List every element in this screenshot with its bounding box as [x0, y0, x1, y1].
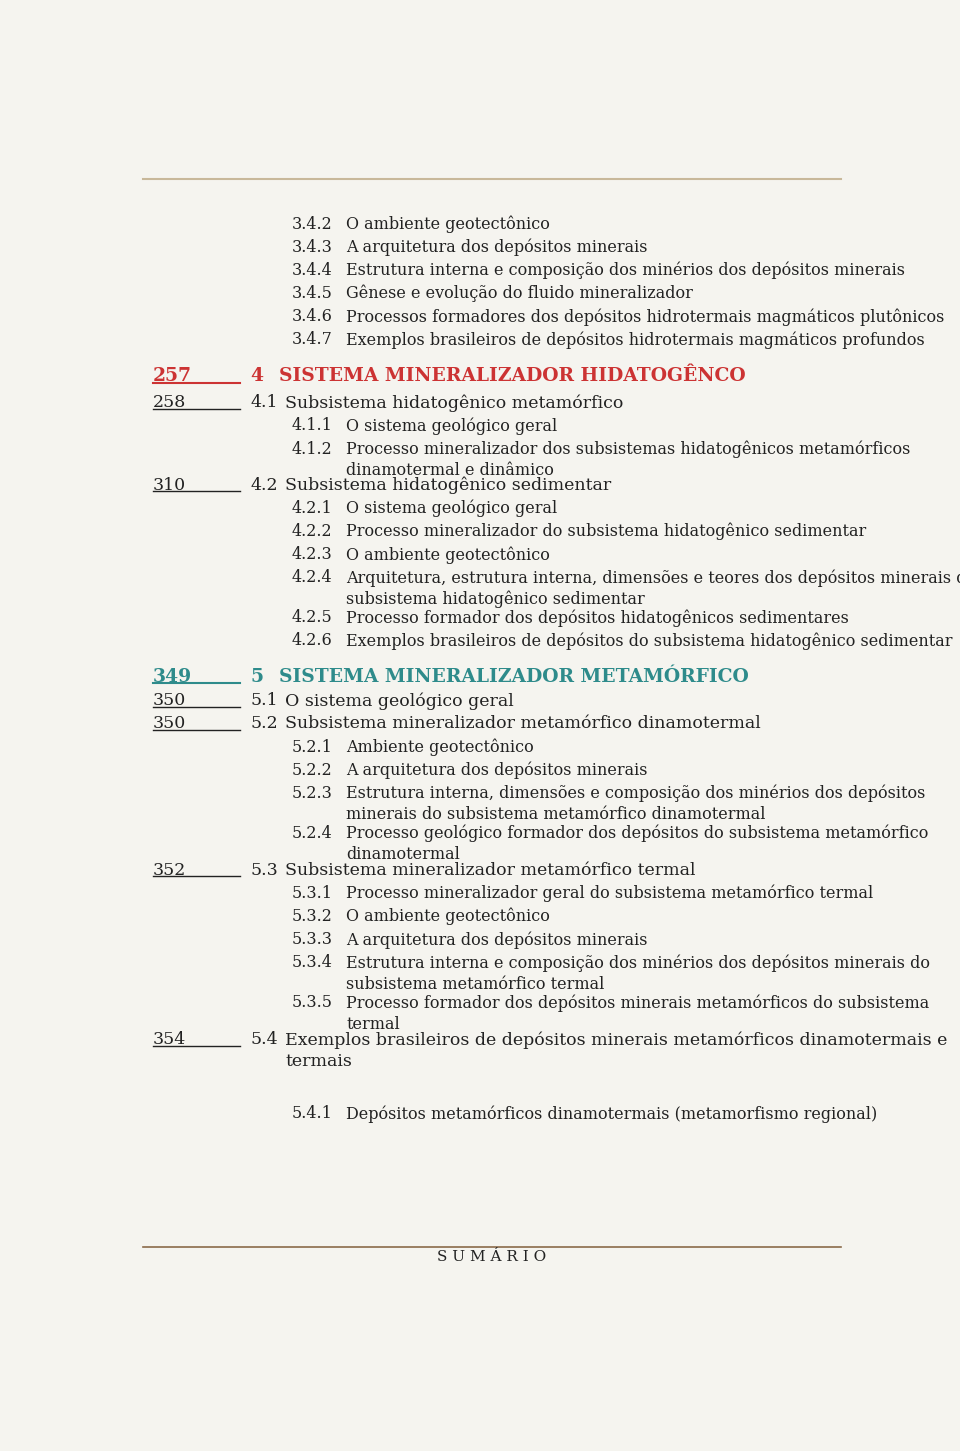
Text: 5.2: 5.2	[251, 715, 278, 733]
Text: 5.3.3: 5.3.3	[292, 932, 333, 948]
Text: 5.3: 5.3	[251, 862, 278, 879]
Text: 4.1.1: 4.1.1	[292, 418, 333, 434]
Text: Processo mineralizador dos subsistemas hidatogênicos metamórficos: Processo mineralizador dos subsistemas h…	[347, 441, 911, 459]
Text: 5.4: 5.4	[251, 1032, 277, 1048]
Text: A arquitetura dos depósitos minerais: A arquitetura dos depósitos minerais	[347, 762, 648, 779]
Text: 5.2.1: 5.2.1	[292, 739, 333, 756]
Text: Estrutura interna e composição dos minérios dos depósitos minerais do: Estrutura interna e composição dos minér…	[347, 955, 930, 972]
Text: S U M Á R I O: S U M Á R I O	[438, 1251, 546, 1264]
Text: Subsistema mineralizador metamórfico dinamotermal: Subsistema mineralizador metamórfico din…	[285, 715, 761, 733]
Text: 258: 258	[153, 395, 186, 411]
Text: O sistema geológico geral: O sistema geológico geral	[285, 692, 514, 710]
Text: Estrutura interna, dimensões e composição dos minérios dos depósitos: Estrutura interna, dimensões e composiçã…	[347, 785, 925, 802]
Text: Exemplos brasileiros de depósitos hidrotermais magmáticos profundos: Exemplos brasileiros de depósitos hidrot…	[347, 331, 925, 348]
Text: 4.2.3: 4.2.3	[292, 546, 333, 563]
Text: A arquitetura dos depósitos minerais: A arquitetura dos depósitos minerais	[347, 932, 648, 949]
Text: 4: 4	[251, 367, 263, 386]
Text: Ambiente geotectônico: Ambiente geotectônico	[347, 739, 534, 756]
Text: 4.1.2: 4.1.2	[292, 441, 333, 457]
Text: 3.4.2: 3.4.2	[292, 216, 333, 232]
Text: 3.4.5: 3.4.5	[292, 284, 333, 302]
Text: Processo formador dos depósitos minerais metamórficos do subsistema: Processo formador dos depósitos minerais…	[347, 994, 929, 1011]
Text: 350: 350	[153, 692, 186, 710]
Text: 349: 349	[153, 667, 192, 686]
Text: 350: 350	[153, 715, 186, 733]
Text: Depósitos metamórficos dinamotermais (metamorfismo regional): Depósitos metamórficos dinamotermais (me…	[347, 1106, 877, 1123]
Text: 310: 310	[153, 477, 185, 493]
Text: 3.4.4: 3.4.4	[292, 261, 333, 279]
Text: Arquitetura, estrutura interna, dimensões e teores dos depósitos minerais do: Arquitetura, estrutura interna, dimensõe…	[347, 569, 960, 586]
Text: 4.2.2: 4.2.2	[292, 522, 333, 540]
Text: Subsistema mineralizador metamórfico termal: Subsistema mineralizador metamórfico ter…	[285, 862, 696, 879]
Text: 257: 257	[153, 367, 192, 386]
Text: 4.2.4: 4.2.4	[292, 569, 333, 586]
Text: dinamotermal e dinâmico: dinamotermal e dinâmico	[347, 461, 554, 479]
Text: O ambiente geotectônico: O ambiente geotectônico	[347, 908, 550, 926]
Text: 5.1: 5.1	[251, 692, 277, 710]
Text: 5.3.1: 5.3.1	[292, 885, 333, 903]
Text: 3.4.3: 3.4.3	[292, 239, 333, 255]
Text: 354: 354	[153, 1032, 186, 1048]
Text: 5.2.4: 5.2.4	[292, 824, 333, 842]
Text: Processo mineralizador do subsistema hidatogênico sedimentar: Processo mineralizador do subsistema hid…	[347, 522, 867, 540]
Text: minerais do subsistema metamórfico dinamotermal: minerais do subsistema metamórfico dinam…	[347, 807, 766, 823]
Text: 5.4.1: 5.4.1	[292, 1106, 333, 1122]
Text: A arquitetura dos depósitos minerais: A arquitetura dos depósitos minerais	[347, 239, 648, 257]
Text: SISTEMA MINERALIZADOR HIDATOGÊNCO: SISTEMA MINERALIZADOR HIDATOGÊNCO	[278, 367, 746, 386]
Text: Processos formadores dos depósitos hidrotermais magmáticos plutônicos: Processos formadores dos depósitos hidro…	[347, 308, 945, 325]
Text: O sistema geológico geral: O sistema geológico geral	[347, 418, 558, 435]
Text: subsistema metamórfico termal: subsistema metamórfico termal	[347, 975, 605, 992]
Text: O ambiente geotectônico: O ambiente geotectônico	[347, 216, 550, 234]
Text: O ambiente geotectônico: O ambiente geotectônico	[347, 546, 550, 563]
Text: Processo geológico formador dos depósitos do subsistema metamórfico: Processo geológico formador dos depósito…	[347, 824, 928, 842]
Text: Exemplos brasileiros de depósitos minerais metamórficos dinamotermais e: Exemplos brasileiros de depósitos minera…	[285, 1032, 948, 1049]
Text: 3.4.7: 3.4.7	[292, 331, 333, 348]
Text: 5.3.4: 5.3.4	[292, 955, 333, 971]
Text: Subsistema hidatogênico metamórfico: Subsistema hidatogênico metamórfico	[285, 395, 623, 412]
Text: Processo formador dos depósitos hidatogênicos sedimentares: Processo formador dos depósitos hidatogê…	[347, 609, 850, 627]
Text: termal: termal	[347, 1016, 400, 1033]
Text: 5.3.2: 5.3.2	[292, 908, 333, 924]
Text: Processo mineralizador geral do subsistema metamórfico termal: Processo mineralizador geral do subsiste…	[347, 885, 874, 903]
Text: termais: termais	[285, 1052, 352, 1069]
Text: Gênese e evolução do fluido mineralizador: Gênese e evolução do fluido mineralizado…	[347, 284, 693, 302]
Text: 4.2.6: 4.2.6	[292, 633, 333, 649]
Text: subsistema hidatogênico sedimentar: subsistema hidatogênico sedimentar	[347, 591, 645, 608]
Text: 5.2.2: 5.2.2	[292, 762, 333, 779]
Text: O sistema geológico geral: O sistema geológico geral	[347, 499, 558, 518]
Text: 5.2.3: 5.2.3	[292, 785, 333, 802]
Text: 3.4.6: 3.4.6	[292, 308, 333, 325]
Text: 5.3.5: 5.3.5	[292, 994, 333, 1011]
Text: Exemplos brasileiros de depósitos do subsistema hidatogênico sedimentar: Exemplos brasileiros de depósitos do sub…	[347, 633, 952, 650]
Text: Estrutura interna e composição dos minérios dos depósitos minerais: Estrutura interna e composição dos minér…	[347, 261, 905, 280]
Text: SISTEMA MINERALIZADOR METAMÓRFICO: SISTEMA MINERALIZADOR METAMÓRFICO	[278, 667, 749, 686]
Text: Subsistema hidatogênico sedimentar: Subsistema hidatogênico sedimentar	[285, 477, 612, 495]
Text: 4.1: 4.1	[251, 395, 277, 411]
Text: 5: 5	[251, 667, 263, 686]
Text: 352: 352	[153, 862, 186, 879]
Text: dinamotermal: dinamotermal	[347, 846, 460, 863]
Text: 4.2: 4.2	[251, 477, 277, 493]
Text: 4.2.5: 4.2.5	[292, 609, 333, 627]
Text: 4.2.1: 4.2.1	[292, 499, 333, 517]
